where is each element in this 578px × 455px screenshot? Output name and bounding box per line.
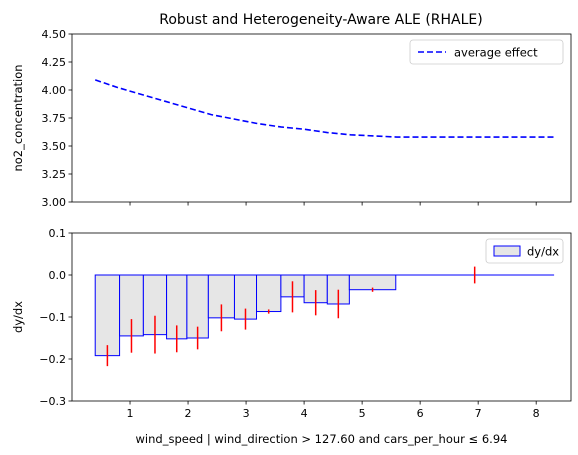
y-tick-label: 0.0 [49,269,67,282]
y-tick-label: 3.75 [42,112,67,125]
x-tick-label: 6 [417,407,424,420]
x-tick-label: 4 [301,407,308,420]
y-tick-label: 4.25 [42,56,67,69]
y-tick-label: 3.50 [42,140,67,153]
y-tick-label: 3.25 [42,168,67,181]
y-tick-label: −0.2 [39,353,66,366]
y-tick-label: 4.50 [42,28,67,41]
x-tick-label: 5 [359,407,366,420]
legend-bar-swatch [493,245,521,257]
x-axis-label: wind_speed | wind_direction > 127.60 and… [136,432,508,446]
x-tick-label: 7 [475,407,482,420]
y-tick-label: −0.3 [39,395,66,408]
bottom-panel: 1 2 3 4 5 6 7 8 −0.3 −0.2 −0.1 0.0 0.1 dy/dx wind_spee… [11,227,572,446]
legend-label: dy/dx [527,245,559,259]
y-tick-label: 3.00 [42,196,67,209]
y-tick-label: 0.1 [49,227,67,240]
y-axis-label: no2_concentration [11,64,25,171]
bar [256,274,282,313]
y-axis-label: dy/dx [11,301,25,333]
y-tick-label: −0.1 [39,311,66,324]
x-tick-label: 3 [243,407,250,420]
bar [94,274,121,357]
x-tick-label: 1 [127,407,134,420]
top-panel: 3.00 3.25 3.50 3.75 4.00 4.25 4.50 no2_concentr… [11,28,572,209]
bar [348,274,397,291]
average-effect-line [94,79,554,138]
legend-box [409,39,564,65]
y-tick-label: 4.00 [42,84,67,97]
x-tick-label: 8 [533,407,540,420]
legend-box [485,238,564,264]
x-tick-label: 2 [185,407,192,420]
legend-label: average effect [454,46,538,60]
chart-title: Robust and Heterogeneity-Aware ALE (RHAL… [159,12,482,28]
